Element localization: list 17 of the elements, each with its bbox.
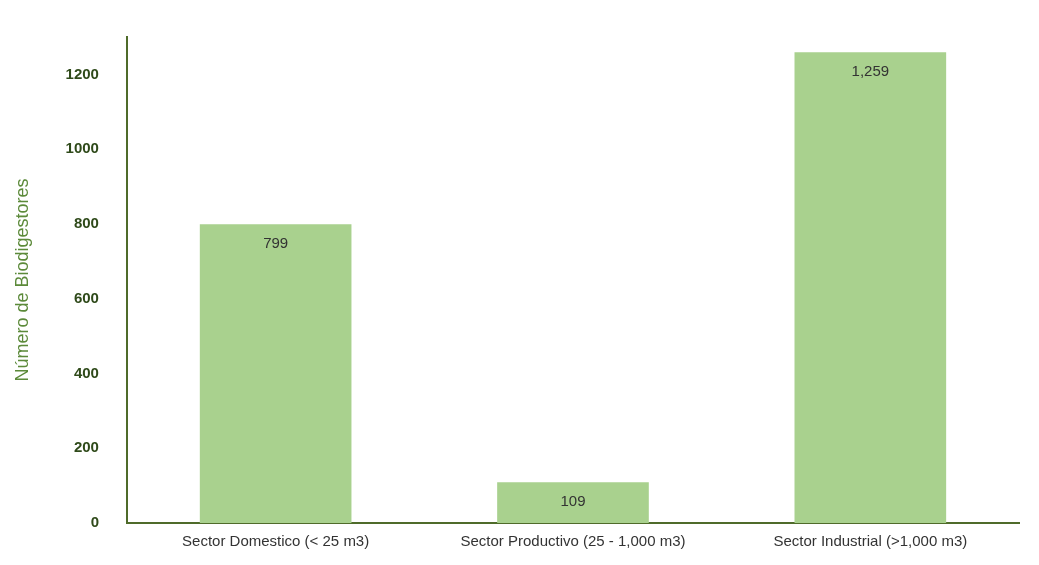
x-tick-label: Sector Productivo (25 - 1,000 m3)	[460, 532, 686, 550]
bar	[199, 224, 352, 523]
data-label: 109	[560, 491, 586, 509]
y-tick-label: 600	[73, 288, 99, 306]
y-tick-label: 800	[73, 214, 99, 232]
data-label: 799	[263, 233, 289, 251]
x-tick-label: Sector Industrial (>1,000 m3)	[773, 532, 968, 550]
bar	[497, 482, 649, 523]
y-tick-label: 0	[90, 513, 99, 531]
y-tick-label: 200	[73, 438, 99, 456]
bar	[794, 52, 947, 523]
y-tick-label: 400	[73, 363, 99, 381]
x-tick-label: Sector Domestico (< 25 m3)	[182, 532, 370, 550]
y-tick-label: 1000	[65, 139, 99, 157]
data-label: 1,259	[851, 61, 890, 79]
y-tick-label: 1200	[65, 64, 99, 82]
y-axis-title: Número de Biodigestores	[11, 178, 32, 382]
